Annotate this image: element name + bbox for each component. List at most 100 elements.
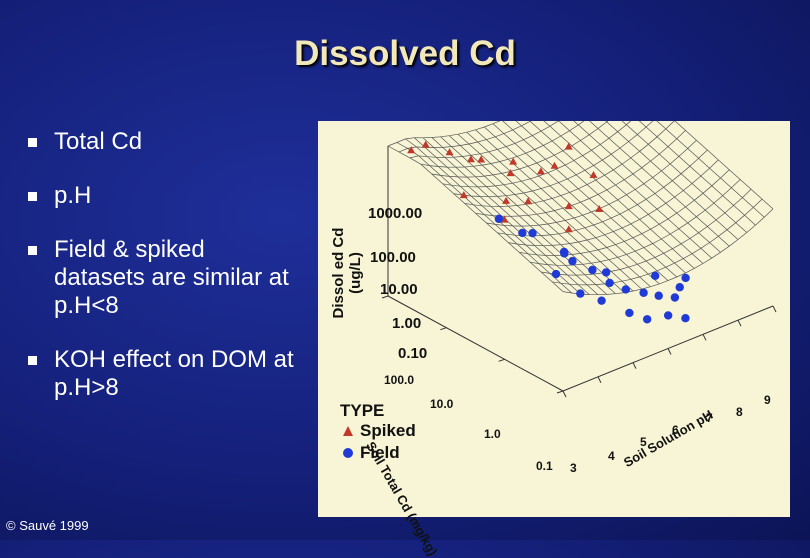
field-point	[560, 249, 569, 258]
field-point	[528, 228, 537, 238]
y-axis-line	[387, 295, 564, 392]
spiked-point	[536, 167, 545, 175]
bullet-text: Total Cd	[54, 128, 143, 155]
surface-grid-line	[589, 121, 730, 247]
field-point	[605, 278, 614, 288]
x-tick-mark	[772, 305, 777, 313]
legend-title: TYPE	[340, 401, 385, 420]
field-point	[681, 273, 690, 283]
bullet-square-icon	[28, 356, 37, 365]
x-tick-label: 6	[672, 423, 679, 437]
circle-marker-icon	[343, 448, 353, 458]
spiked-point	[564, 142, 573, 150]
x-tick-mark	[632, 362, 637, 369]
field-point	[568, 256, 577, 266]
chart-legend: TYPE Spiked Field	[340, 401, 416, 465]
surface-grid-line	[529, 121, 695, 269]
surface-grid-line	[621, 121, 748, 233]
surface-grid-line	[562, 208, 774, 296]
surface-plot: Dissol ed Cd (ug/L) 1000.00 100.00 10.00…	[318, 121, 790, 558]
surface-grid-line	[398, 121, 532, 153]
x-tick-label: 8	[736, 405, 743, 419]
surface-grid-line	[541, 189, 752, 276]
bullet-item: Field & spiked datasets are similar at p…	[28, 236, 298, 320]
spiked-point	[524, 197, 533, 205]
bullet-item: p.H	[28, 182, 298, 210]
x-tick-label: 7	[706, 411, 713, 425]
field-point	[601, 268, 611, 277]
spiked-point	[550, 161, 559, 169]
y-tick-mark	[440, 327, 447, 331]
spiked-point	[502, 196, 511, 204]
legend-entry-field: Field	[340, 443, 416, 465]
surface-grid-line	[573, 121, 721, 253]
spiked-point	[506, 169, 515, 177]
slide-title: Dissolved Cd	[294, 34, 516, 73]
bullet-square-icon	[28, 192, 37, 201]
z-tick-label: 0.10	[398, 345, 428, 362]
y-tick-label: 0.1	[536, 459, 553, 473]
x-tick-mark	[667, 348, 672, 355]
z-tick-label: 1.00	[392, 315, 422, 332]
y-tick-label: 1.0	[484, 427, 501, 441]
spiked-point	[564, 225, 573, 233]
triangle-marker-icon	[343, 426, 353, 436]
bullet-text: p.H	[54, 182, 92, 209]
x-tick-mark	[702, 334, 707, 341]
field-point	[650, 271, 660, 281]
x-tick-label: 3	[570, 461, 577, 475]
field-point	[670, 293, 680, 302]
spiked-point	[459, 191, 468, 199]
bullet-item: Total Cd	[28, 128, 298, 156]
x-tick-label: 9	[764, 393, 771, 407]
field-point	[654, 291, 663, 300]
field-point	[675, 283, 684, 292]
field-point	[597, 296, 606, 305]
field-point	[663, 311, 673, 320]
field-point	[551, 269, 561, 279]
x-tick-label: 5	[640, 435, 647, 449]
bullet-text: KOH effect on DOM at p.H>8	[54, 346, 294, 401]
spiked-point	[509, 157, 518, 165]
spiked-point	[421, 140, 430, 148]
field-point	[621, 285, 631, 294]
surface-grid-line	[486, 139, 697, 227]
plot-canvas	[381, 121, 777, 398]
z-tick-label: 1000.00	[368, 205, 423, 222]
surface-grid-line	[387, 121, 501, 147]
bullet-square-icon	[28, 138, 37, 147]
y-tick-label: 10.0	[430, 397, 454, 411]
surface-grid-line	[420, 121, 585, 168]
y-tick-mark	[498, 358, 505, 362]
surface-grid-line	[656, 121, 765, 218]
x-tick-mark	[737, 319, 742, 327]
surface-grid-line	[409, 121, 559, 159]
surface-grid-line	[519, 169, 730, 256]
spiked-point	[595, 204, 604, 212]
x-tick-label: 4	[608, 449, 615, 463]
bullet-item: KOH effect on DOM at p.H>8	[28, 346, 298, 402]
surface-grid-line	[497, 149, 708, 237]
surface-grid-line	[552, 198, 763, 286]
field-point	[681, 313, 690, 323]
spiked-point	[564, 202, 573, 210]
bullet-square-icon	[28, 246, 37, 255]
field-point	[639, 288, 648, 297]
copyright-footer: © Sauvé 1999	[6, 518, 89, 533]
z-axis-label: Dissol ed Cd (ug/L)	[330, 227, 364, 319]
surface-grid-line	[530, 179, 741, 266]
field-point	[625, 308, 634, 318]
legend-label: Spiked	[360, 421, 416, 440]
spiked-point	[445, 148, 454, 156]
y-tick-label: 100.0	[384, 373, 415, 387]
surface-grid-line	[674, 121, 774, 210]
surface-grid-line	[508, 159, 719, 247]
legend-label: Field	[360, 443, 400, 462]
field-point	[518, 228, 527, 238]
field-point	[588, 265, 597, 275]
bullet-list: Total Cd p.H Field & spiked datasets are…	[28, 128, 298, 428]
surface-grid-line	[475, 130, 686, 217]
field-point	[576, 289, 585, 298]
legend-entry-spiked: Spiked	[340, 421, 416, 443]
field-point	[642, 315, 652, 324]
